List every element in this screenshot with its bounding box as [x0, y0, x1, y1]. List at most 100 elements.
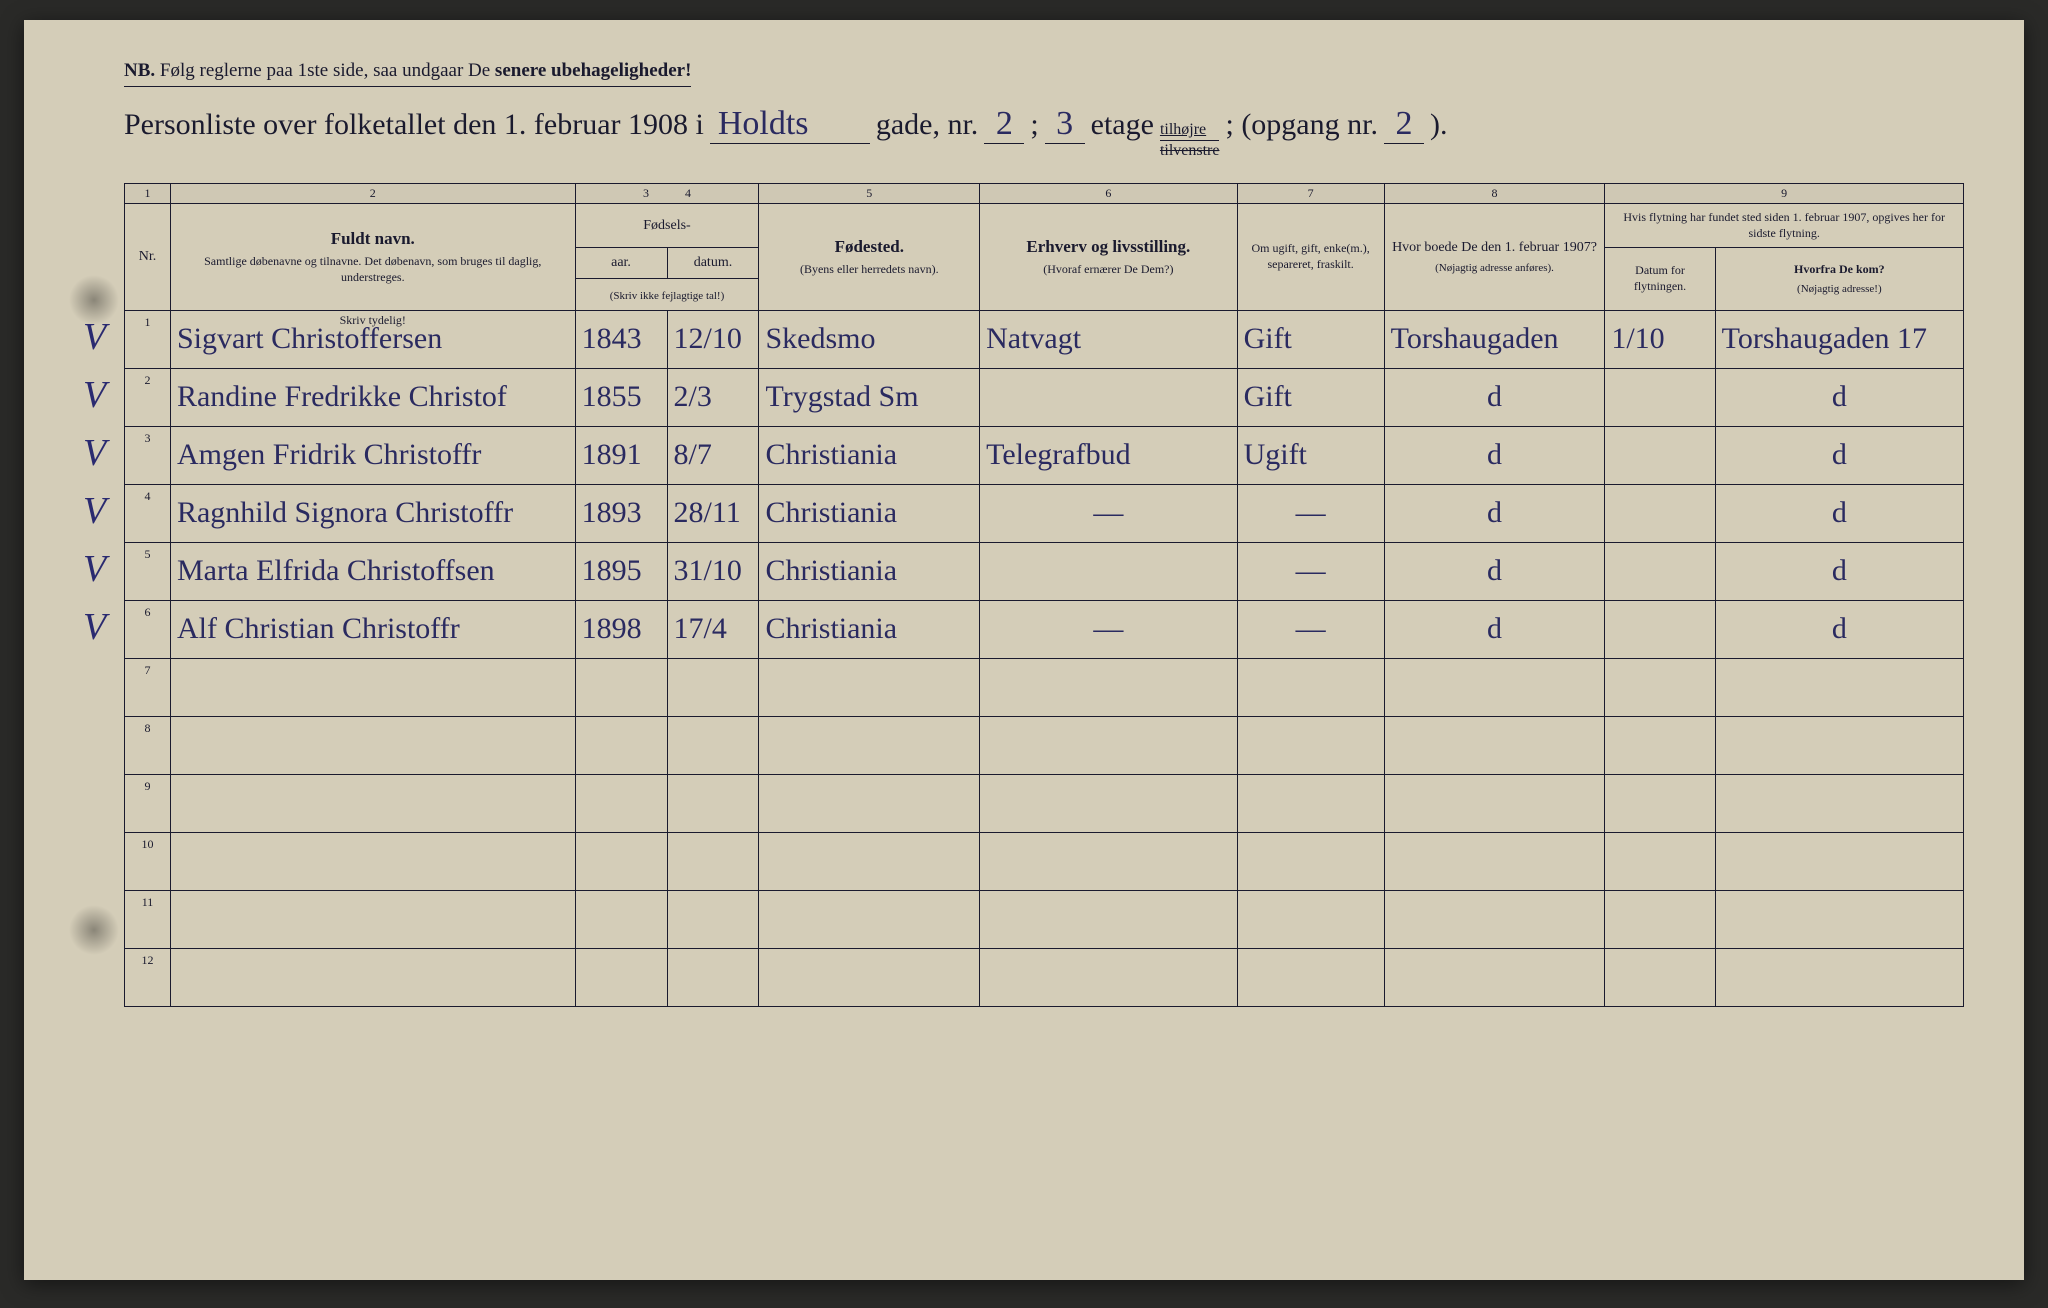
cell-year — [575, 774, 667, 832]
cell-place — [759, 890, 980, 948]
checkmark-icon: V — [83, 489, 106, 533]
cell-place: Christiania — [759, 542, 980, 600]
hdr-flytning: Hvis flytning har fundet sted siden 1. f… — [1605, 204, 1964, 248]
hdr-hvorfra: Hvorfra De kom? (Nøjagtig adresse!) — [1715, 248, 1963, 310]
cell-prev-addr — [1384, 716, 1605, 774]
cell-from — [1715, 774, 1963, 832]
cell-date — [667, 890, 759, 948]
table-row: 2VRandine Fredrikke Christof18552/3Trygs… — [125, 368, 1964, 426]
cell-flyt-date — [1605, 832, 1715, 890]
hdr-fodested: Fødested. (Byens eller herredets navn). — [759, 204, 980, 311]
cell-place: Christiania — [759, 600, 980, 658]
cell-year: 1898 — [575, 600, 667, 658]
colnum-8: 8 — [1384, 184, 1605, 204]
cell-year — [575, 890, 667, 948]
census-page: NB. Følg reglerne paa 1ste side, saa und… — [24, 20, 2024, 1280]
cell-prev-addr: d — [1384, 484, 1605, 542]
cell-year: 1895 — [575, 542, 667, 600]
cell-year: 1843 — [575, 310, 667, 368]
cell-date: 12/10 — [667, 310, 759, 368]
cell-date: 17/4 — [667, 600, 759, 658]
cell-status: Ugift — [1237, 426, 1384, 484]
cell-date — [667, 658, 759, 716]
hdr-aar: aar. — [575, 248, 667, 279]
cell-status — [1237, 890, 1384, 948]
colnum-2: 2 — [170, 184, 575, 204]
row-nr: 2V — [125, 368, 171, 426]
cell-prev-addr: Torshaugaden — [1384, 310, 1605, 368]
colnum-3-4: 3 4 — [575, 184, 759, 204]
hdr-datum: datum. — [667, 248, 759, 279]
hdr-boede: Hvor boede De den 1. februar 1907? (Nøja… — [1384, 204, 1605, 311]
tilvenstre: tilvenstre — [1160, 141, 1220, 159]
row-nr: 4V — [125, 484, 171, 542]
cell-name — [170, 948, 575, 1006]
cell-name: Marta Elfrida Christoffsen — [170, 542, 575, 600]
checkmark-icon: V — [83, 431, 106, 475]
cell-name — [170, 658, 575, 716]
cell-from: d — [1715, 368, 1963, 426]
checkmark-icon: V — [83, 547, 106, 591]
cell-place: Christiania — [759, 484, 980, 542]
cell-prev-addr: d — [1384, 542, 1605, 600]
row-nr: 3V — [125, 426, 171, 484]
cell-from — [1715, 948, 1963, 1006]
cell-status — [1237, 832, 1384, 890]
cell-from: d — [1715, 426, 1963, 484]
table-row: 4VRagnhild Signora Christoffr189328/11Ch… — [125, 484, 1964, 542]
cell-from — [1715, 658, 1963, 716]
title-prefix: Personliste over folketallet den 1. febr… — [124, 108, 704, 142]
opgang-fill: 2 — [1384, 105, 1424, 144]
cell-occupation — [980, 832, 1237, 890]
census-table: 1 2 3 4 5 6 7 8 9 Nr. Fuldt navn. Samtli… — [124, 183, 1964, 1007]
cell-date — [667, 948, 759, 1006]
cell-flyt-date — [1605, 484, 1715, 542]
side-fraction: tilhøjre tilvenstre — [1160, 122, 1220, 159]
nr-fill: 2 — [984, 105, 1024, 144]
title-line: Personliste over folketallet den 1. febr… — [124, 105, 1964, 159]
cell-prev-addr — [1384, 658, 1605, 716]
cell-occupation — [980, 948, 1237, 1006]
cell-status — [1237, 774, 1384, 832]
hdr-ugift: Om ugift, gift, enke(m.), separeret, fra… — [1237, 204, 1384, 311]
cell-status: Gift — [1237, 368, 1384, 426]
cell-occupation — [980, 542, 1237, 600]
row-nr: 1V — [125, 310, 171, 368]
cell-date — [667, 774, 759, 832]
cell-place: Christiania — [759, 426, 980, 484]
cell-date: 28/11 — [667, 484, 759, 542]
row-nr: 9 — [125, 774, 171, 832]
checkmark-icon: V — [83, 315, 106, 359]
cell-date: 2/3 — [667, 368, 759, 426]
hdr-datum-flyt: Datum for flytningen. — [1605, 248, 1715, 310]
cell-year: 1855 — [575, 368, 667, 426]
nb-emph: senere ubehageligheder! — [495, 60, 692, 81]
hdr-name: Fuldt navn. Samtlige døbenavne og tilnav… — [170, 204, 575, 311]
opgang-label: ; (opgang nr. — [1225, 108, 1377, 142]
cell-status: — — [1237, 484, 1384, 542]
hdr-nr: Nr. — [125, 204, 171, 311]
cell-status — [1237, 948, 1384, 1006]
colnum-9: 9 — [1605, 184, 1964, 204]
table-row: 12 — [125, 948, 1964, 1006]
cell-name: Amgen Fridrik Christoffr — [170, 426, 575, 484]
table-row: 8 — [125, 716, 1964, 774]
cell-status — [1237, 716, 1384, 774]
column-number-row: 1 2 3 4 5 6 7 8 9 — [125, 184, 1964, 204]
cell-flyt-date — [1605, 716, 1715, 774]
data-rows: 1VSkriv tydelig!Sigvart Christoffersen18… — [125, 310, 1964, 1006]
row-nr: 8 — [125, 716, 171, 774]
cell-from: Torshaugaden 17 — [1715, 310, 1963, 368]
cell-place: Skedsmo — [759, 310, 980, 368]
cell-name: Alf Christian Christoffr — [170, 600, 575, 658]
cell-from — [1715, 716, 1963, 774]
cell-prev-addr: d — [1384, 426, 1605, 484]
cell-year — [575, 716, 667, 774]
cell-status — [1237, 658, 1384, 716]
cell-prev-addr — [1384, 948, 1605, 1006]
cell-occupation — [980, 658, 1237, 716]
cell-from: d — [1715, 484, 1963, 542]
cell-occupation: — — [980, 600, 1237, 658]
table-row: 5VMarta Elfrida Christoffsen189531/10Chr… — [125, 542, 1964, 600]
cell-occupation: Telegrafbud — [980, 426, 1237, 484]
